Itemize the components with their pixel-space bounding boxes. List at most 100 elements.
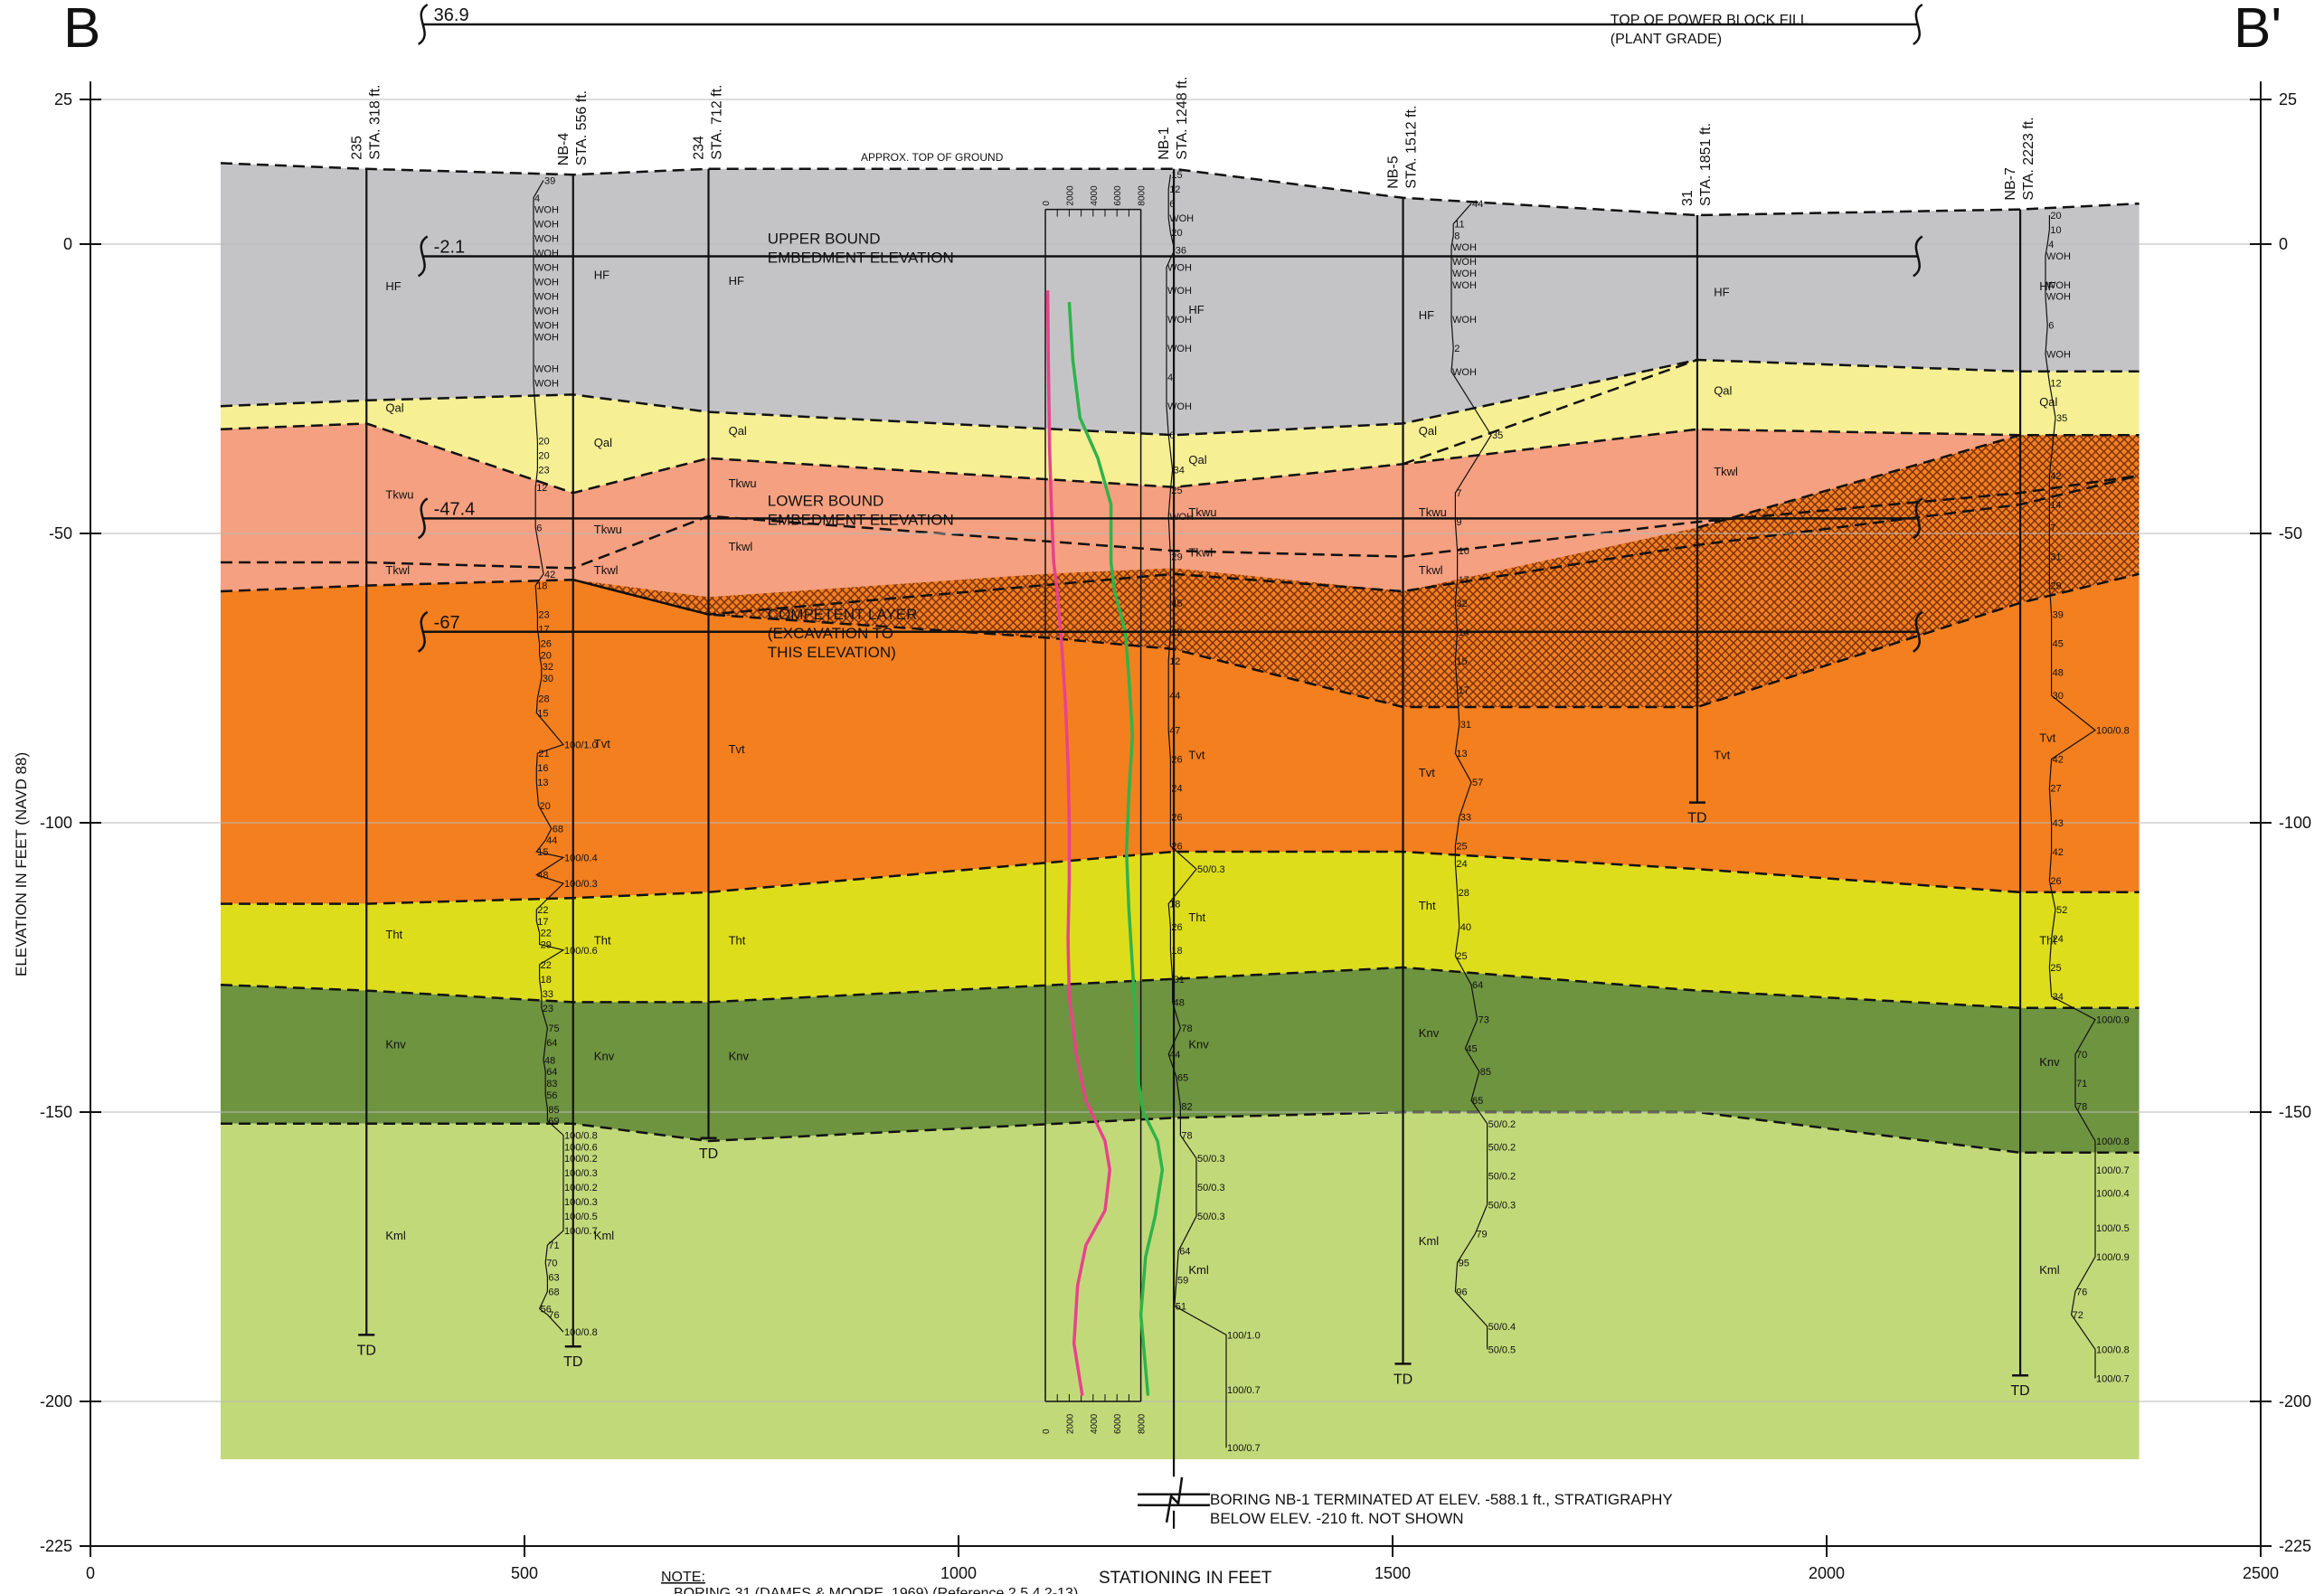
- spt-value: 50/0.3: [1197, 864, 1225, 875]
- unit-label: Knv: [1419, 1026, 1440, 1040]
- spt-value: 12: [536, 483, 547, 494]
- boring-station: STA. 1851 ft.: [1698, 123, 1714, 206]
- y-tick-label-left: -200: [40, 1392, 72, 1410]
- spt-value: 78: [2076, 1102, 2087, 1113]
- y-tick-label-right: 0: [2279, 235, 2288, 253]
- ref-text: (PLANT GRADE): [1611, 32, 1722, 47]
- spt-value: 52: [2056, 905, 2067, 916]
- unit-label: HF: [594, 268, 609, 281]
- spt-value: 23: [538, 610, 549, 621]
- spt-value: 65: [1472, 1096, 1483, 1107]
- spt-value: 27: [2050, 784, 2061, 795]
- spt-value: 44: [1472, 199, 1483, 210]
- spt-value: WOH: [1169, 512, 1194, 523]
- spt-value: WOH: [1167, 315, 1192, 325]
- spt-value: 26: [1171, 842, 1182, 853]
- unit-label: HF: [385, 279, 401, 293]
- y-tick-label-right: -225: [2279, 1537, 2311, 1555]
- spt-value: 20: [2050, 211, 2061, 222]
- spt-value: 20: [538, 451, 549, 462]
- spt-value: WOH: [534, 220, 559, 231]
- spt-value: WOH: [1452, 367, 1477, 378]
- spt-value: 42: [2053, 755, 2064, 766]
- unit-labels: HF HF HF HF HF HF HF Qal Qal Qal Qal Qal Qal Qal Tkwu T…: [385, 268, 2060, 1277]
- spt-value: 30: [543, 674, 553, 684]
- spt-value: 64: [1472, 980, 1483, 991]
- unit-label: Kml: [385, 1229, 406, 1242]
- spt-value: 25: [2050, 963, 2061, 974]
- unit-label: Tvt: [2039, 731, 2055, 744]
- spt-value: 8: [1454, 231, 1460, 241]
- spt-value: 18: [1169, 900, 1180, 910]
- spt-value: 34: [2053, 992, 2064, 1003]
- x-tick-label: 2500: [2243, 1564, 2279, 1582]
- spt-value: WOH: [1169, 213, 1194, 224]
- note-label: NOTE:: [661, 1570, 705, 1585]
- y-axis-title: ELEVATION IN FEET (NAVD 88): [13, 752, 30, 976]
- spt-value: 39: [2053, 610, 2064, 621]
- y-tick-label-left: 0: [63, 235, 72, 253]
- spt-value: 64: [546, 1038, 557, 1049]
- spt-value: 95: [1459, 1258, 1469, 1269]
- spt-value: 16: [537, 763, 548, 774]
- spt-value: WOH: [1167, 286, 1192, 297]
- unit-label: Tht: [2039, 933, 2056, 947]
- boring-station: STA. 1248 ft.: [1175, 77, 1190, 160]
- spt-value: 23: [543, 1004, 553, 1014]
- spt-curve: [2045, 215, 2097, 1379]
- spt-value: 28: [538, 693, 549, 704]
- spt-value: 70: [546, 1258, 557, 1269]
- contact-tkwl-nb7: [1696, 433, 2021, 529]
- spt-value: 17: [1459, 685, 1469, 696]
- spt-value: 12: [1169, 184, 1180, 195]
- spt-value: 75: [548, 1023, 559, 1034]
- ref-text: EMBEDMENT ELEVATION: [768, 511, 954, 528]
- spt-value: WOH: [1167, 263, 1192, 274]
- unit-label: Knv: [594, 1049, 615, 1062]
- spt-value: 57: [1472, 778, 1483, 788]
- spt-value: 6: [1169, 430, 1175, 441]
- velocity-scale-label-top: 2000: [1065, 185, 1075, 206]
- spt-value: 48: [544, 1055, 555, 1066]
- y-tick-label-left: -100: [40, 814, 72, 832]
- spt-value: 9: [1456, 517, 1461, 528]
- spt-value: 100/0.7: [2096, 1165, 2130, 1176]
- spt-value: 100/0.8: [564, 1327, 598, 1338]
- spt-value: 17: [538, 625, 549, 636]
- spt-value: 100/0.3: [564, 879, 598, 890]
- spt-value: 78: [1181, 1131, 1192, 1142]
- spt-value: 12: [1169, 656, 1180, 667]
- ref-break-left: [417, 610, 429, 653]
- boring-station: STA. 556 ft.: [574, 90, 590, 165]
- spt-value: 100/0.9: [2096, 1252, 2130, 1263]
- velocity-scale-label-top: 6000: [1113, 185, 1123, 206]
- spt-value: 23: [538, 466, 549, 476]
- unit-label: Qal: [385, 401, 403, 415]
- unit-label: Tkwu: [1419, 505, 1447, 519]
- spt-value: 12: [2050, 379, 2061, 390]
- unit-label: Kml: [1188, 1263, 1209, 1277]
- spt-value: 64: [546, 1067, 557, 1078]
- spt-value: 100/0.4: [564, 853, 598, 863]
- spt-value: WOH: [2046, 292, 2071, 303]
- y-tick-label-left: 25: [54, 90, 72, 108]
- unit-label: Tkwl: [1419, 563, 1443, 577]
- velocity-scale-label-bottom: 6000: [1113, 1413, 1123, 1434]
- boring-name: 234: [692, 136, 707, 160]
- axes: 25 250 0-50 -50-100 -100-150 -150-200 -200-225…: [40, 81, 2311, 1582]
- spt-value: 100/0.8: [2096, 1137, 2130, 1147]
- spt-value: 96: [1456, 1287, 1467, 1297]
- spt-value: 20: [538, 437, 549, 448]
- spt-value: 56: [541, 1305, 552, 1316]
- spt-value: 44: [546, 835, 557, 846]
- spt-value: 35: [1492, 430, 1503, 441]
- spt-curve: [533, 180, 565, 1333]
- ref-value: -67: [434, 613, 460, 633]
- unit-label: Qal: [729, 424, 747, 438]
- boring-station: STA. 1512 ft.: [1404, 106, 1420, 189]
- spt-value: 50/0.2: [1488, 1171, 1516, 1182]
- spt-value: 100/0.8: [564, 1131, 598, 1142]
- unit-label: Tkwu: [1188, 505, 1216, 519]
- spt-value: 47: [1169, 726, 1180, 737]
